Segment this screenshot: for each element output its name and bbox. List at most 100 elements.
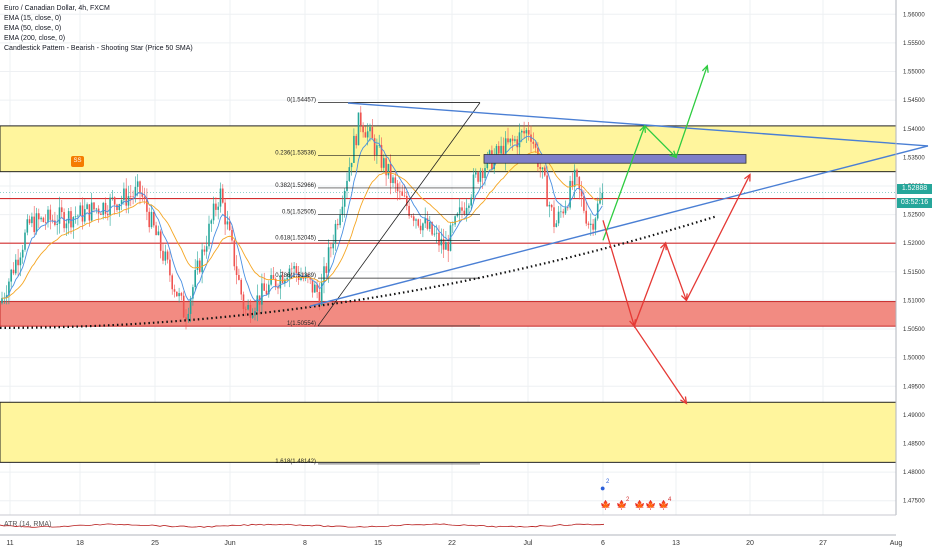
candle-body (385, 158, 387, 176)
yellow-zone (0, 401, 897, 463)
canada-flag-icon-4[interactable]: 🍁 (645, 500, 657, 510)
price-tick-label: 1.55500 (903, 41, 925, 47)
candle-body (594, 218, 597, 230)
countdown-tag: 03:52:16 (897, 198, 932, 208)
candle-body (583, 196, 585, 211)
candle-body (272, 275, 275, 279)
atr-label[interactable]: ATR (14, RMA) (4, 521, 52, 528)
candle-body (146, 198, 148, 212)
candle-body (42, 217, 45, 223)
candle-body (254, 311, 256, 316)
candle-body (454, 216, 456, 225)
candle-body (143, 196, 146, 199)
candle-body (521, 130, 523, 133)
candle-body (475, 172, 477, 175)
canada-flag-icon-3[interactable]: 🍁 (634, 500, 646, 510)
candle-body (219, 188, 222, 207)
candlestick-series (1, 106, 604, 330)
candle-body (396, 183, 399, 192)
candle-body (509, 138, 512, 143)
canada-flag-icon-2[interactable]: 🍁 (616, 500, 628, 510)
candle-body (233, 240, 236, 267)
canada-flag-icon-5[interactable]: 🍁 (658, 500, 670, 510)
shooting-star-badge[interactable]: SS (71, 156, 84, 167)
candle-body (86, 204, 88, 210)
event-group2-count: 4 (668, 497, 672, 503)
candle-body (387, 163, 390, 176)
candle-body (429, 222, 431, 229)
candle-body (88, 204, 91, 221)
candle-body (550, 204, 553, 208)
candle-body (268, 284, 270, 295)
price-tick-label: 1.50500 (903, 327, 925, 333)
candle-body (182, 295, 185, 318)
fib-level-label: 1.618(1.48142) (275, 459, 316, 465)
time-axis[interactable]: 11 18 25 Jun 8 15 22 Jul 6 13 20 27 Aug (0, 534, 902, 547)
candle-body (461, 207, 463, 211)
candle-body (334, 223, 337, 244)
candle-body (325, 266, 328, 273)
candle-body (596, 203, 599, 219)
candle-body (58, 207, 61, 224)
candle-body (408, 205, 410, 216)
scenario-paths[interactable] (602, 64, 751, 405)
candle-body (28, 219, 31, 224)
candle-body (470, 197, 472, 206)
candle-body (544, 167, 546, 176)
indicator-ema200[interactable]: EMA (200, close, 0) (4, 35, 66, 42)
candle-body (47, 209, 49, 223)
candle-body (242, 294, 245, 310)
candle-body (164, 251, 167, 261)
fibonacci-retracement[interactable]: 0(1.54457) 0.236(1.53536) 0.382(1.52966) 0.… (275, 98, 481, 465)
candle-body (383, 158, 385, 168)
candle-body (557, 211, 560, 224)
candle-body (173, 289, 176, 292)
price-axis[interactable]: 1.56000 1.55500 1.55000 1.54500 1.54000 1.535… (895, 0, 925, 515)
price-zones (0, 125, 897, 463)
candle-body (564, 207, 567, 214)
trendlines[interactable] (309, 102, 929, 307)
indicator-ema15[interactable]: EMA (15, close, 0) (4, 15, 62, 22)
price-tick-label: 1.55000 (903, 70, 925, 76)
candle-body (212, 203, 215, 221)
candle-body (585, 210, 587, 224)
candle-body (113, 197, 116, 205)
candle-body (100, 213, 102, 215)
indicator-shooting-star[interactable]: Candlestick Pattern - Bearish - Shooting… (4, 45, 193, 52)
news-event-icon[interactable]: ● (600, 483, 606, 493)
candle-body (201, 249, 203, 273)
candle-body (532, 141, 535, 144)
candle-body (502, 145, 505, 160)
candle-body (178, 293, 180, 297)
bearish-scenario-arrowhead (744, 173, 751, 182)
candle-body (350, 162, 353, 168)
candle-body (107, 213, 109, 216)
candle-body (169, 259, 171, 276)
candle-body (488, 150, 491, 155)
candle-body (263, 283, 265, 291)
candle-body (231, 229, 233, 241)
candle-body (339, 214, 341, 226)
red-zone (0, 301, 897, 327)
price-tick-label: 1.52000 (903, 241, 925, 247)
canada-flag-icon[interactable]: 🍁 (600, 500, 612, 510)
candle-body (562, 211, 564, 214)
candle-body (205, 246, 208, 252)
candle-body (364, 132, 367, 138)
time-tick-label: 13 (672, 540, 680, 547)
indicator-ema50[interactable]: EMA (50, close, 0) (4, 25, 62, 32)
candle-body (261, 283, 263, 305)
candle-body (17, 259, 19, 266)
candle-body (417, 219, 420, 226)
candle-body (348, 167, 351, 181)
candle-body (153, 211, 155, 226)
symbol-title[interactable]: Euro / Canadian Dollar, 4h, FXCM (4, 5, 110, 12)
candle-body (274, 278, 277, 287)
news-event-count: 2 (606, 479, 610, 485)
price-tick-label: 1.56000 (903, 12, 925, 18)
candle-body (235, 266, 238, 275)
candle-body (21, 249, 24, 258)
time-tick-label: 27 (819, 540, 827, 547)
candle-body (51, 219, 54, 221)
